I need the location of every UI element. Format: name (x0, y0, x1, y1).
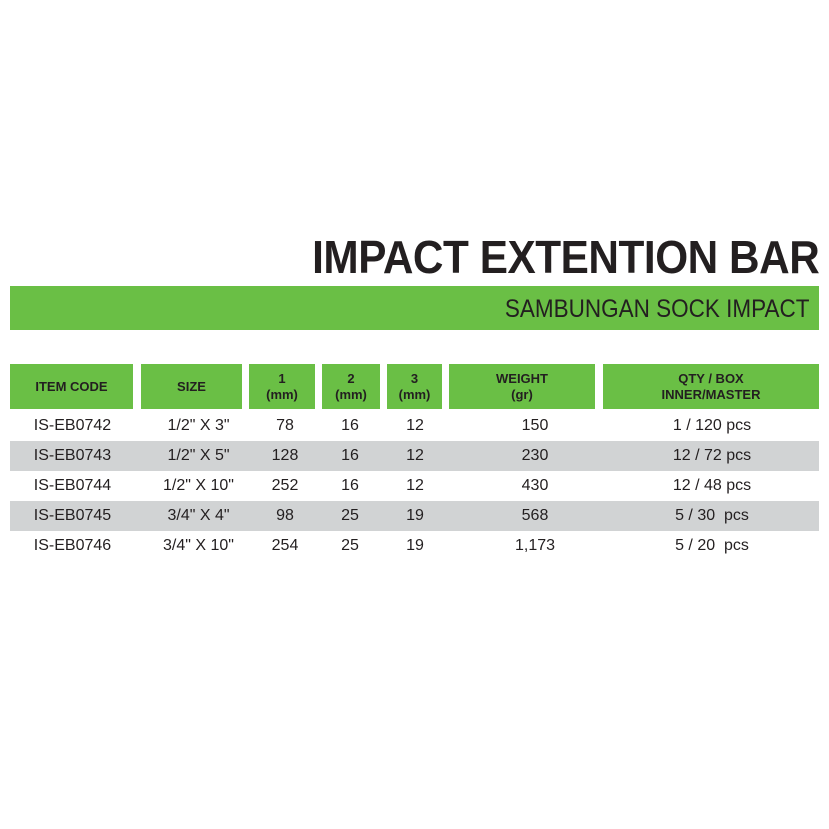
cell-dim-2: 25 (341, 507, 359, 524)
header-line-1: 2 (347, 370, 355, 386)
cell-weight: 430 (521, 477, 549, 494)
cell-item-code: IS-EB0745 (33, 507, 112, 524)
header-qty-box: QTY / BOX INNER/MASTER (603, 364, 819, 409)
header-weight-text: WEIGHT (gr) (496, 371, 548, 403)
header-line-2: (mm) (266, 386, 298, 402)
table-row: IS-EB0746 3/4" X 10" 254 25 19 1,173 5 / 20 pc… (10, 531, 819, 561)
cell-size: 1/2" X 3" (167, 417, 230, 434)
table-row: IS-EB0743 1/2" X 5" 128 16 12 230 12 / 72 pcs (10, 441, 819, 471)
cell-dim-3: 19 (406, 537, 424, 554)
table-row: IS-EB0742 1/2" X 3" 78 16 12 150 1 / 120 pcs (10, 411, 819, 441)
header-dim-3-text: 3 (mm) (399, 371, 431, 403)
header-line-2: (mm) (398, 386, 431, 402)
header-qty-box-text: QTY / BOX INNER/MASTER (662, 371, 761, 403)
cell-dim-1: 252 (271, 477, 299, 494)
cell-dim-1: 98 (276, 507, 294, 524)
header-line-2: INNER/MASTER (661, 386, 761, 402)
cell-size: 1/2" X 10" (163, 477, 234, 494)
subtitle-band: SAMBUNGAN SOCK IMPACT (10, 286, 819, 330)
table-row: IS-EB0745 3/4" X 4" 98 25 19 568 5 / 30 pcs (10, 501, 819, 531)
header-size-text: SIZE (177, 379, 206, 395)
cell-size: 3/4" X 4" (167, 507, 230, 524)
table-row: IS-EB0744 1/2" X 10" 252 16 12 430 12 / 48 pcs (10, 471, 819, 501)
cell-qty-box: 12 / 48 pcs (672, 477, 752, 494)
cell-dim-3: 19 (406, 507, 424, 524)
header-dim-3: 3 (mm) (387, 364, 442, 409)
cell-weight: 150 (521, 417, 549, 434)
header-dim-2-text: 2 (mm) (335, 371, 367, 403)
header-item-code-text: ITEM CODE (35, 379, 107, 395)
header-line-1: 1 (278, 370, 286, 386)
cell-dim-3: 12 (406, 417, 424, 434)
cell-dim-2: 16 (341, 477, 359, 494)
cell-item-code: IS-EB0746 (33, 537, 112, 554)
cell-dim-2: 16 (341, 417, 359, 434)
cell-item-code: IS-EB0743 (33, 447, 112, 464)
header-line-1: QTY / BOX (678, 370, 744, 386)
cell-dim-3: 12 (406, 447, 424, 464)
cell-dim-1: 128 (271, 447, 299, 464)
cell-weight: 230 (521, 447, 549, 464)
header-dim-1: 1 (mm) (249, 364, 315, 409)
subtitle: SAMBUNGAN SOCK IMPACT (504, 295, 809, 323)
cell-dim-2: 25 (341, 537, 359, 554)
header-line-2: (gr) (511, 386, 533, 402)
cell-qty-box: 12 / 72 pcs (672, 447, 752, 464)
header-dim-1-text: 1 (mm) (266, 371, 298, 403)
cell-weight: 1,173 (514, 537, 556, 554)
cell-item-code: IS-EB0742 (33, 417, 112, 434)
page-title: IMPACT EXTENTION BAR (311, 231, 820, 283)
header-weight: WEIGHT (gr) (449, 364, 595, 409)
cell-dim-3: 12 (406, 477, 424, 494)
cell-dim-1: 78 (276, 417, 294, 434)
header-line-1: 3 (410, 370, 419, 386)
header-item-code: ITEM CODE (10, 364, 133, 409)
cell-weight: 568 (521, 507, 549, 524)
header-line-1: ITEM CODE (35, 378, 108, 394)
cell-dim-1: 254 (271, 537, 299, 554)
header-dim-2: 2 (mm) (322, 364, 380, 409)
cell-qty-box: 5 / 30 pcs (675, 507, 749, 524)
header-line-1: WEIGHT (496, 370, 548, 386)
cell-qty-box: 1 / 120 pcs (672, 417, 752, 434)
cell-size: 1/2" X 5" (167, 447, 230, 464)
header-line-2: (mm) (335, 386, 367, 402)
cell-qty-box: 5 / 20 pcs (675, 537, 749, 554)
cell-item-code: IS-EB0744 (33, 477, 112, 494)
cell-size: 3/4" X 10" (163, 537, 234, 554)
header-line-1: SIZE (177, 378, 206, 394)
cell-dim-2: 16 (341, 447, 359, 464)
header-size: SIZE (141, 364, 242, 409)
